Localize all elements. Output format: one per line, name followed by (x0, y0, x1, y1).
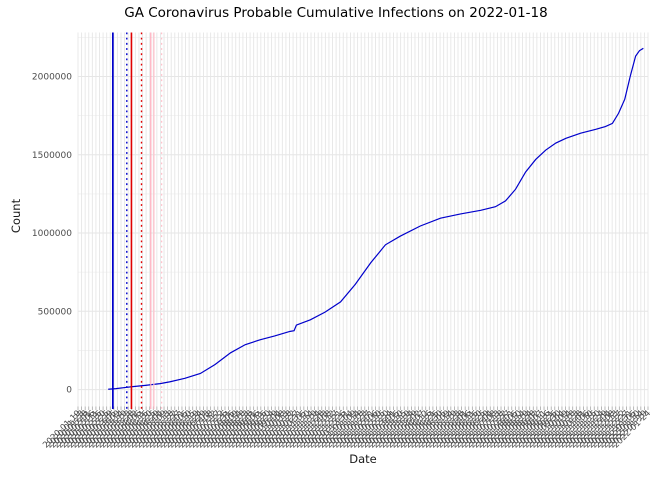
y-tick-label: 1000000 (32, 229, 72, 239)
y-tick-label: 1500000 (32, 151, 72, 161)
y-tick-label: 500000 (38, 307, 73, 317)
chart-title: GA Coronavirus Probable Cumulative Infec… (124, 5, 548, 21)
y-tick-label: 0 (66, 386, 72, 396)
series-line (108, 47, 644, 390)
y-tick-label: 2000000 (32, 73, 72, 83)
x-axis-title: Date (349, 452, 377, 466)
